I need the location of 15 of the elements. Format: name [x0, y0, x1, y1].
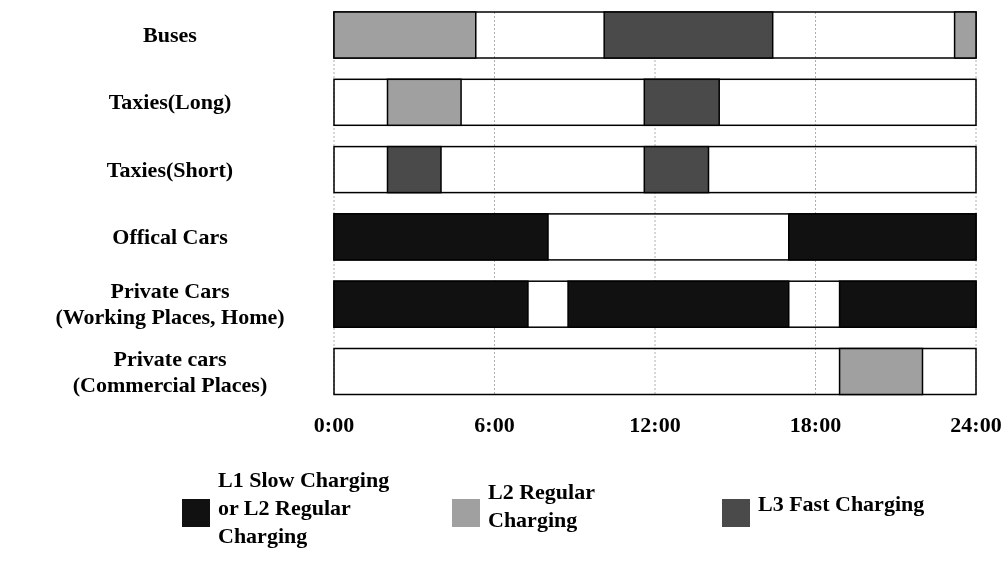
y-tick-label: Taxies(Long): [108, 89, 232, 115]
y-tick-label: Private cars (Commercial Places): [72, 345, 268, 397]
legend-label: L3 Fast Charging: [758, 491, 925, 516]
x-tick-label: 24:00: [950, 411, 1002, 437]
y-tick-label: Taxies(Short): [106, 156, 234, 182]
x-tick-label: 6:00: [474, 411, 515, 437]
x-tick-label: 0:00: [313, 411, 355, 437]
x-tick-label: 12:00: [629, 411, 681, 437]
legend-label: L2 Regular Charging: [488, 479, 596, 532]
y-tick-label: Offical Cars: [112, 223, 229, 249]
y-tick-label: Private Cars (Working Places, Home): [55, 278, 285, 330]
bar: [838, 347, 924, 396]
legend-label: L1 Slow Charging or L2 Regular Charging: [218, 467, 390, 548]
y-tick-label: Buses: [143, 22, 198, 47]
x-tick-label: 18:00: [789, 411, 842, 437]
